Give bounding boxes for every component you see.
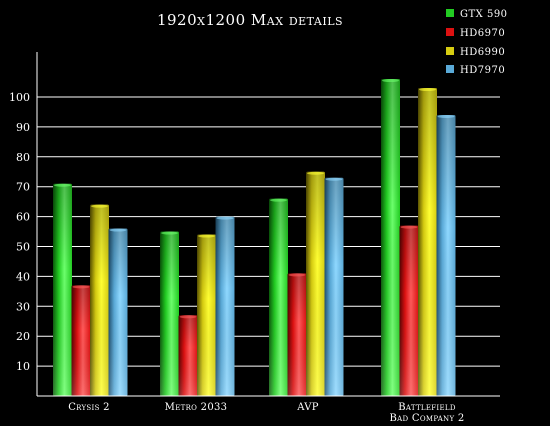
- y-tick-label: 40: [16, 270, 30, 283]
- legend-label: HD6970: [460, 28, 505, 39]
- legend-label: HD7970: [460, 65, 505, 76]
- bar: [418, 88, 437, 396]
- category-label: Metro 2033: [165, 402, 228, 413]
- bar: [306, 171, 325, 396]
- category-label: AVP: [296, 402, 319, 413]
- bar: [324, 177, 344, 396]
- chart-title: 1920x1200 Max details: [157, 11, 343, 29]
- legend-item: HD7970: [446, 65, 505, 76]
- y-tick-label: 50: [16, 241, 30, 254]
- y-tick-label: 90: [16, 121, 30, 134]
- legend-swatch: [446, 47, 454, 55]
- bar: [269, 198, 288, 396]
- legend: GTX 590 HD6970 HD6990 HD7970: [446, 9, 508, 76]
- bars: [53, 79, 456, 396]
- legend-item: GTX 590: [446, 9, 508, 20]
- axes: [36, 52, 500, 397]
- category-label: Bad Company 2: [389, 413, 464, 424]
- bar: [160, 231, 179, 396]
- y-tick-label: 80: [16, 151, 30, 164]
- legend-swatch: [446, 65, 454, 73]
- legend-label: HD6990: [460, 47, 505, 58]
- y-tick-label: 20: [16, 330, 30, 343]
- bar: [197, 234, 216, 396]
- y-tick-label: 60: [16, 211, 30, 224]
- bar: [436, 114, 456, 396]
- category-label: Crysis 2: [68, 402, 110, 413]
- y-tick-label: 30: [16, 300, 30, 313]
- legend-label: GTX 590: [460, 9, 508, 20]
- y-tick-labels: 10 20 30 40 50 60 70 80 90 100: [9, 91, 30, 373]
- y-tick-label: 10: [16, 360, 30, 373]
- y-tick-label: 100: [9, 91, 30, 104]
- legend-swatch: [446, 28, 454, 36]
- bar: [178, 315, 198, 396]
- legend-item: HD6990: [446, 47, 505, 58]
- bar: [53, 183, 72, 396]
- y-tick-label: 70: [16, 181, 30, 194]
- bar: [71, 285, 91, 396]
- legend-item: HD6970: [446, 28, 505, 39]
- bar: [381, 79, 400, 396]
- bar: [108, 228, 128, 396]
- category-label: Battlefield: [398, 402, 456, 413]
- bar: [287, 273, 307, 396]
- bar: [90, 204, 109, 396]
- bar: [399, 225, 419, 396]
- bar: [215, 216, 235, 396]
- legend-swatch: [446, 9, 454, 17]
